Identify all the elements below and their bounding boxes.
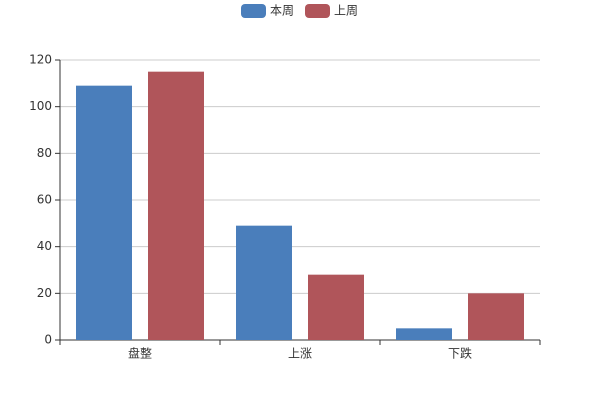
legend-label[interactable]: 本周 [270,4,294,18]
bar [148,71,204,341]
bar [236,225,292,340]
legend-icon[interactable] [305,4,330,18]
legend-label[interactable]: 上周 [334,4,358,18]
bar [396,328,452,340]
y-tick-label: 20 [37,286,52,300]
legend-icon[interactable] [241,4,266,18]
y-tick-label: 60 [37,193,52,207]
bar [308,274,364,340]
y-tick-label: 80 [37,146,52,160]
x-tick-label: 上涨 [288,346,312,361]
bar [76,85,132,341]
x-tick-label: 盘整 [128,346,152,361]
y-tick-label: 40 [37,239,52,253]
y-tick-label: 120 [29,53,52,67]
bar [468,293,524,340]
x-tick-label: 下跌 [448,346,472,361]
y-tick-label: 100 [29,99,52,113]
y-tick-label: 0 [44,333,52,347]
